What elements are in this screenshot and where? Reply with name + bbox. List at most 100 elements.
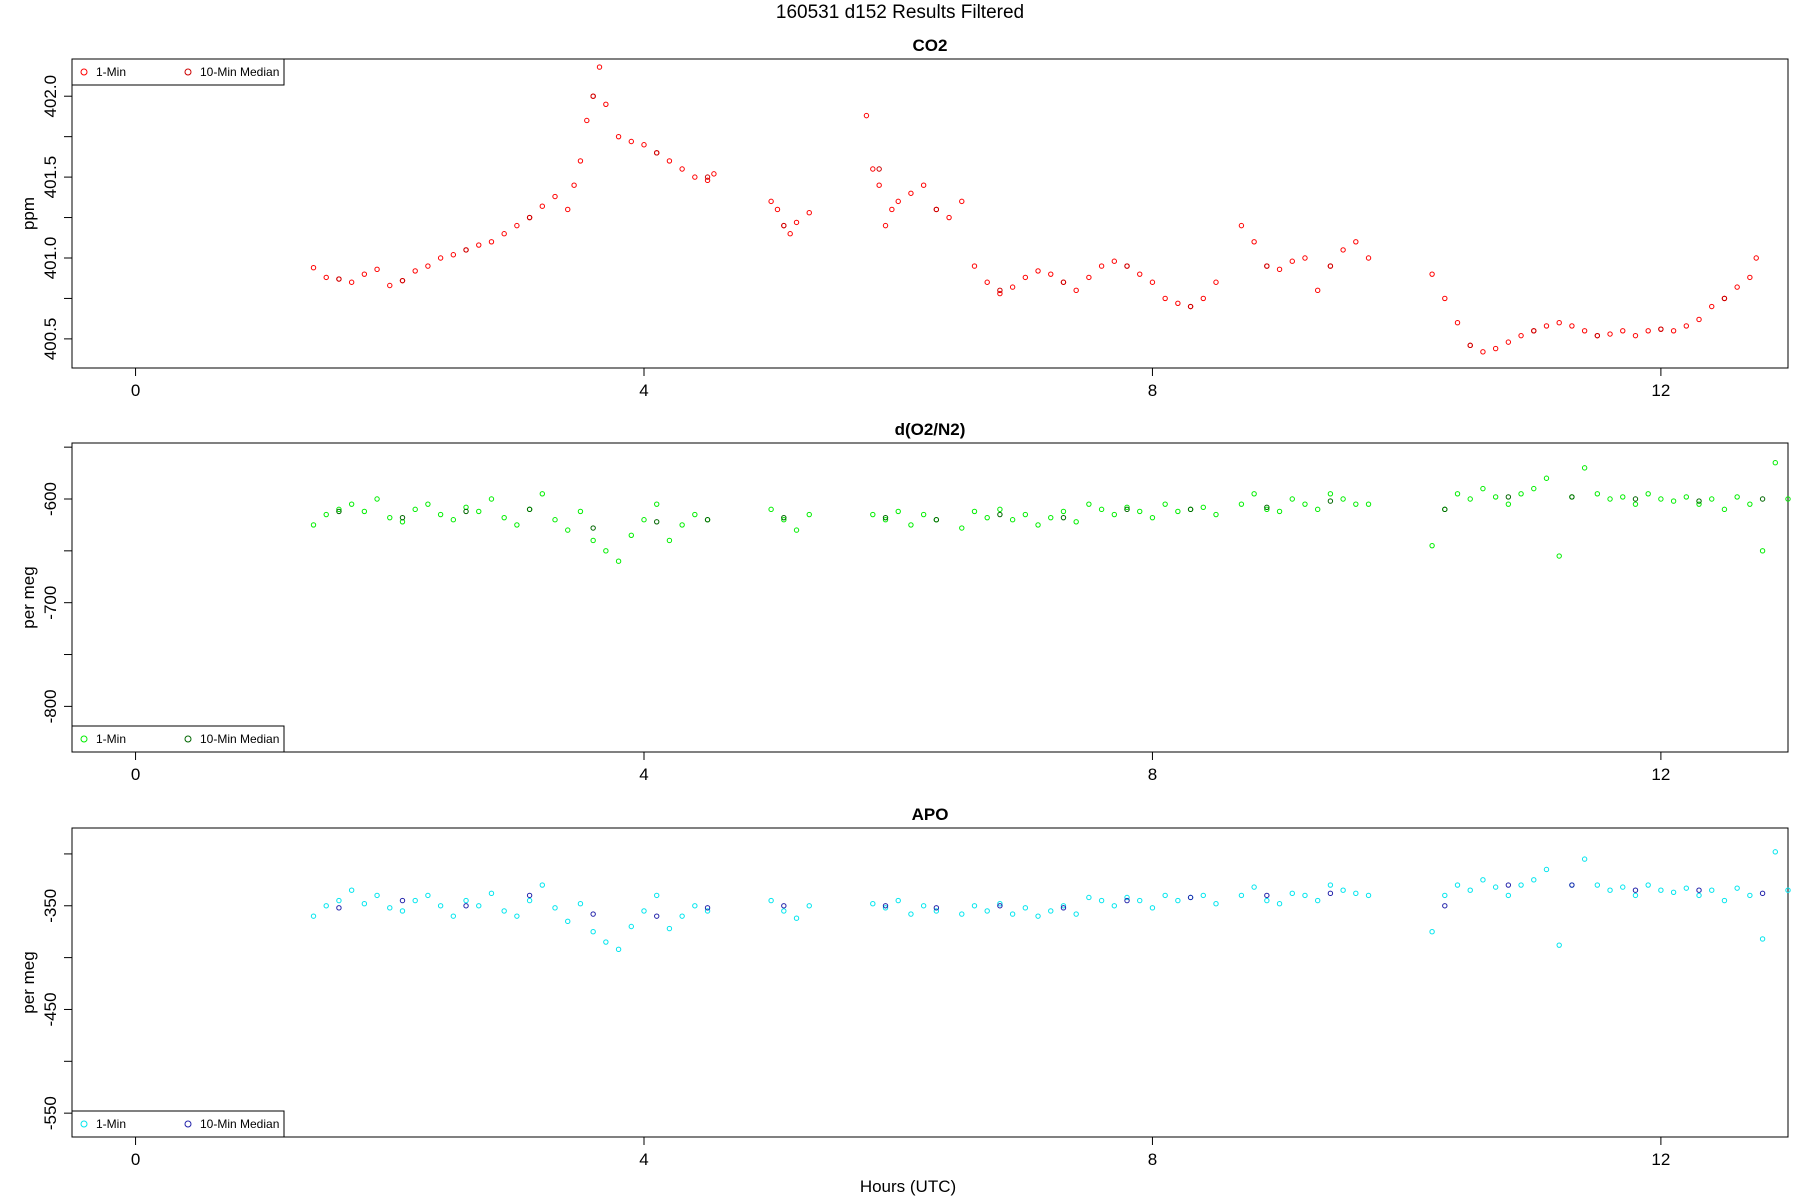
- y-tick-label: 402.0: [41, 75, 60, 118]
- legend-label: 10-Min Median: [200, 732, 279, 746]
- data-point: [1302, 892, 1308, 899]
- data-point: [1098, 263, 1105, 269]
- data-point: [1060, 508, 1067, 515]
- data-point: [1137, 271, 1143, 277]
- data-point: [463, 897, 469, 904]
- data-point: [666, 925, 673, 932]
- data-point: [1289, 258, 1295, 264]
- data-point: [666, 537, 673, 544]
- data-point: [1289, 496, 1295, 502]
- data-point: [603, 101, 609, 107]
- data-point: [895, 198, 901, 205]
- data-point: [1747, 274, 1753, 281]
- data-point: [641, 142, 647, 148]
- data-point: [336, 897, 342, 904]
- data-point: [1734, 494, 1740, 500]
- median-point: [1632, 496, 1639, 502]
- panel-title: d(O2/N2): [895, 420, 966, 439]
- data-point: [1314, 287, 1321, 294]
- data-point: [1353, 501, 1359, 507]
- data-point: [1556, 553, 1562, 559]
- data-point: [387, 514, 393, 521]
- data-point: [1340, 247, 1346, 253]
- data-point: [1721, 506, 1728, 513]
- data-point: [704, 908, 711, 914]
- data-point: [1340, 496, 1346, 502]
- data-point: [1073, 911, 1079, 917]
- data-point: [1238, 222, 1245, 229]
- data-point: [1009, 284, 1016, 290]
- y-tick-label: -800: [41, 689, 60, 723]
- data-point: [882, 222, 889, 229]
- data-point: [1747, 501, 1753, 507]
- data-point: [1213, 511, 1219, 518]
- data-point: [908, 190, 914, 196]
- data-point: [1480, 485, 1486, 492]
- x-tick-label: 8: [1148, 381, 1157, 400]
- data-point: [1022, 274, 1029, 281]
- data-point: [1264, 506, 1270, 513]
- data-point: [1645, 491, 1651, 497]
- data-point: [933, 908, 940, 914]
- data-point: [908, 522, 914, 528]
- median-point: [704, 905, 711, 911]
- data-point: [1442, 295, 1448, 302]
- data-point: [959, 911, 965, 917]
- data-point: [997, 290, 1003, 297]
- data-point: [1709, 887, 1715, 893]
- data-point: [984, 908, 990, 914]
- data-point: [577, 158, 584, 164]
- legend-label: 1-Min: [96, 65, 126, 79]
- data-point: [450, 913, 457, 919]
- data-point: [806, 903, 812, 909]
- data-point: [348, 501, 355, 507]
- data-point: [768, 897, 774, 904]
- data-point: [1785, 887, 1791, 893]
- median-point: [876, 166, 882, 172]
- data-point: [1086, 894, 1092, 901]
- legend-label: 1-Min: [96, 1117, 126, 1131]
- data-point: [1632, 332, 1639, 339]
- data-point: [1658, 887, 1664, 893]
- data-point: [310, 264, 317, 271]
- data-point: [1696, 316, 1702, 323]
- data-point: [1581, 328, 1588, 334]
- data-point: [539, 491, 546, 497]
- data-point: [571, 182, 577, 188]
- plot-frame: [71, 58, 1789, 369]
- median-point: [590, 93, 596, 99]
- data-point: [946, 214, 952, 221]
- data-point: [1429, 542, 1435, 549]
- data-point: [437, 903, 444, 909]
- median-point: [336, 905, 342, 911]
- data-point: [1645, 882, 1651, 888]
- data-point: [590, 928, 596, 935]
- data-point: [1111, 511, 1118, 518]
- data-point: [1492, 494, 1499, 500]
- plot-frame: [71, 442, 1789, 753]
- y-tick-label: 401.5: [41, 156, 60, 199]
- data-point: [971, 508, 978, 515]
- data-point: [1213, 279, 1219, 285]
- data-point: [628, 532, 634, 538]
- median-point: [933, 517, 940, 523]
- median-point: [1060, 279, 1067, 285]
- median-point: [1060, 905, 1067, 911]
- data-point: [641, 517, 647, 523]
- data-point: [1620, 884, 1626, 890]
- data-point: [1137, 508, 1143, 515]
- median-point: [1696, 887, 1702, 893]
- data-point: [806, 511, 812, 518]
- data-point: [679, 522, 685, 528]
- x-axis-label: Hours (UTC): [860, 1177, 956, 1196]
- data-point: [1442, 892, 1448, 899]
- data-point: [1238, 892, 1245, 899]
- data-point: [1467, 496, 1473, 502]
- data-point: [1175, 508, 1181, 515]
- data-point: [787, 231, 793, 237]
- data-point: [984, 514, 990, 521]
- x-tick-label: 4: [639, 1150, 648, 1169]
- data-point: [552, 517, 558, 523]
- data-point: [628, 923, 634, 930]
- median-point: [1594, 332, 1601, 339]
